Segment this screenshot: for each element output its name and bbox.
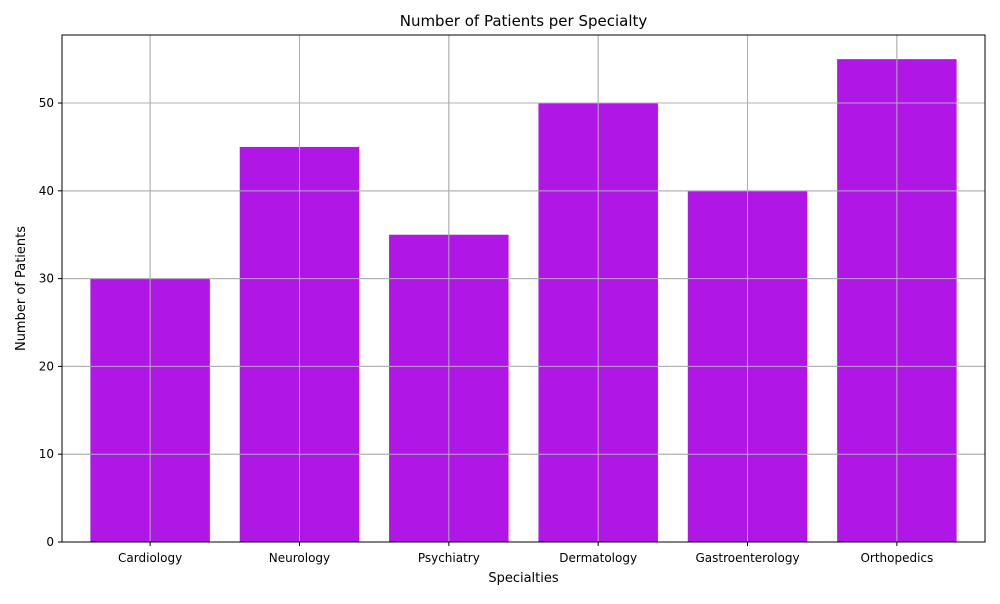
y-tick-label: 50: [39, 96, 54, 110]
x-tick-label: Neurology: [269, 551, 330, 565]
x-tick-label: Cardiology: [118, 551, 182, 565]
y-tick-label: 10: [39, 447, 54, 461]
plot-frame: [61, 34, 986, 543]
y-tick-label: 40: [39, 184, 54, 198]
bar-layer: [62, 35, 985, 543]
y-tick-label: 30: [39, 272, 54, 286]
x-tick-label: Orthopedics: [860, 551, 933, 565]
x-tick-label: Dermatology: [559, 551, 637, 565]
x-tick-label: Psychiatry: [418, 551, 480, 565]
chart-title: Number of Patients per Specialty: [400, 12, 648, 30]
y-tick-label: 0: [46, 535, 54, 549]
x-axis-ticks: Cardiology Neurology Psychiatry Dermatology…: [118, 542, 933, 565]
x-tick-label: Gastroenterology: [695, 551, 799, 565]
x-axis-label: Specialties: [488, 571, 559, 586]
y-tick-label: 20: [39, 359, 54, 373]
y-axis-label: Number of Patients: [14, 226, 29, 351]
y-axis-ticks: 0 10 20 30 40 50: [39, 96, 62, 549]
